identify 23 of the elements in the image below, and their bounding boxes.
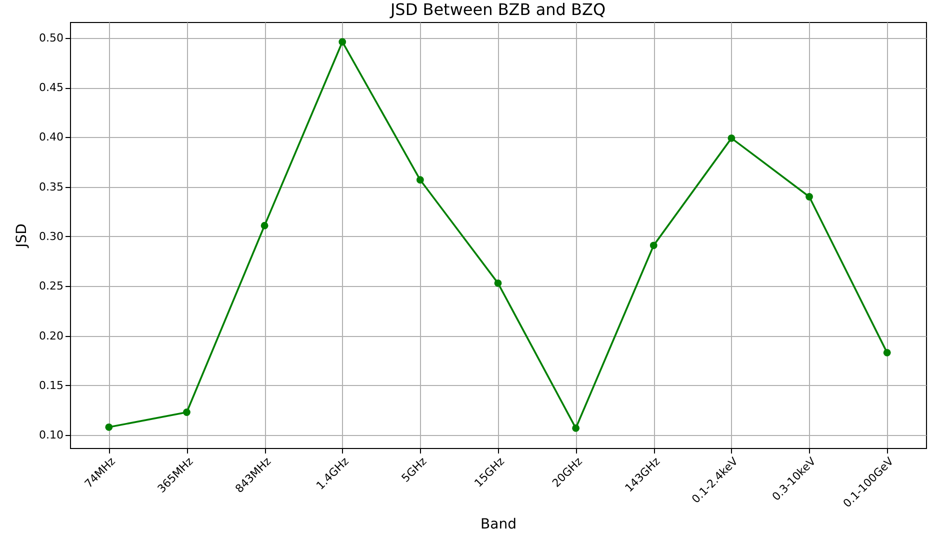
point	[183, 408, 190, 416]
y-tick-label: 0.50	[39, 31, 64, 44]
y-tick-label: 0.45	[39, 81, 64, 94]
point	[105, 423, 113, 431]
x-axis-title: Band	[480, 516, 516, 532]
y-tick-label: 0.30	[39, 230, 64, 243]
point	[728, 134, 736, 142]
y-axis-title: JSD	[14, 224, 30, 248]
y-tick-label: 0.25	[39, 280, 64, 293]
y-tick-label: 0.20	[39, 329, 64, 342]
point	[260, 222, 268, 230]
y-tick-label: 0.10	[39, 428, 64, 442]
point	[494, 279, 502, 287]
point	[338, 38, 346, 46]
point	[883, 348, 891, 356]
y-tick-label: 0.15	[39, 378, 64, 392]
y-tick-label: 0.35	[39, 180, 64, 194]
chart-title: JSD Between BZB and BZQ	[389, 0, 606, 19]
point	[806, 193, 813, 200]
point	[572, 424, 580, 432]
y-tick-label: 0.40	[39, 130, 64, 144]
point	[416, 176, 424, 184]
point	[650, 242, 658, 250]
